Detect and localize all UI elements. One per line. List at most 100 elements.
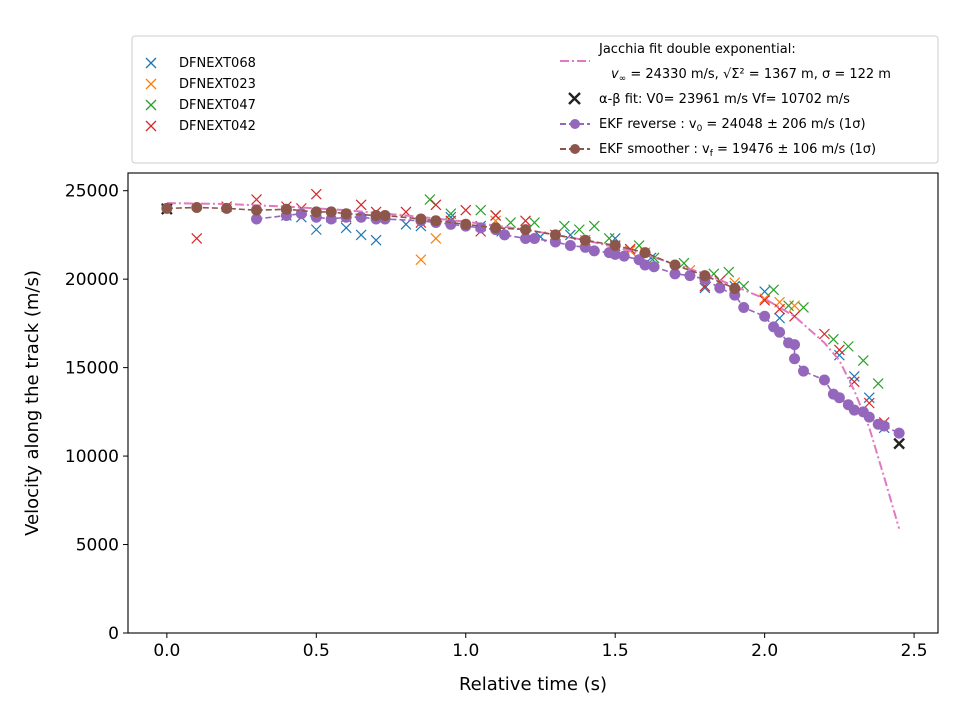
data-point-7-5: [310, 206, 322, 218]
series-ekf-smoother-vf-19476-10: [161, 202, 741, 294]
x-tick-label-5: 2.5: [901, 641, 928, 661]
data-point-6-13: [475, 222, 487, 234]
legend-marker-dfnext068: [145, 57, 157, 69]
data-point-2-19: [827, 333, 839, 345]
data-point-7-16: [579, 234, 591, 246]
data-point-6-23: [609, 248, 621, 260]
legend-box: [131, 35, 939, 164]
series-dfnext047: [424, 194, 884, 389]
data-point-3-29: [818, 328, 830, 340]
data-point-2-5: [529, 217, 540, 228]
data-point-7-19: [669, 259, 681, 271]
data-point-3-26: [759, 294, 771, 306]
data-point-6-15: [499, 229, 511, 241]
legend-ekf-reverse-a: EKF reverse : v: [599, 117, 697, 132]
data-point-0-4: [340, 222, 352, 234]
data-point-2-8: [588, 220, 600, 232]
data-point-7-17: [609, 240, 621, 252]
data-point-7-3: [251, 204, 263, 216]
y-tick-label-3: 15000: [65, 359, 119, 379]
legend-marker-dfnext047: [145, 99, 157, 111]
x-tick-label-3: 1.5: [602, 641, 629, 661]
data-point-6-19: [564, 240, 576, 252]
plot-background: [128, 173, 938, 633]
data-point-0-22: [863, 392, 875, 404]
data-point-3-6: [310, 188, 322, 200]
data-point-6-41: [818, 374, 830, 386]
data-point-6-38: [789, 339, 801, 351]
data-point-0-19: [774, 312, 786, 324]
legend-ekf-smoother-sub: f: [710, 149, 714, 159]
data-point-2-6: [558, 220, 570, 232]
data-point-7-1: [191, 202, 203, 213]
data-point-3-27: [774, 303, 786, 315]
x-tick-label-4: 2.0: [751, 641, 778, 661]
legend-label-ekf-reverse: EKF reverse : v0 = 24048 ± 206 m/s (1σ): [599, 117, 866, 134]
data-point-6-36: [774, 326, 786, 338]
data-point-2-2: [475, 204, 487, 216]
data-point-2-14: [723, 266, 735, 278]
legend-entry-dfnext068: DFNEXT068: [145, 56, 256, 71]
legend: DFNEXT068 DFNEXT023 DFNEXT047 DFNEXT042 …: [131, 35, 939, 164]
data-point-7-13: [490, 222, 502, 234]
data-point-6-45: [848, 404, 860, 416]
data-point-2-20: [842, 340, 854, 352]
legend-entry-dfnext047: DFNEXT047: [145, 98, 256, 113]
legend-marker-ekf-smoother: [570, 144, 580, 154]
data-point-3-32: [863, 397, 875, 409]
data-point-7-8: [370, 209, 382, 221]
y-tick-label-1: 5000: [76, 536, 119, 556]
data-point-6-29: [684, 270, 696, 282]
data-point-3-30: [833, 344, 845, 356]
data-point-3-16: [490, 210, 502, 221]
legend-entry-dfnext023: DFNEXT023: [145, 77, 256, 92]
data-point-1-0: [415, 254, 427, 266]
legend-label-dfnext023: DFNEXT023: [179, 77, 256, 92]
data-point-0-6: [370, 234, 382, 246]
data-point-0-5: [355, 229, 367, 241]
data-point-6-40: [797, 365, 809, 377]
data-point-2-16: [768, 284, 780, 296]
legend-marker-dfnext042: [145, 120, 157, 132]
data-point-3-8: [355, 199, 367, 211]
legend-marker-dfnext023: [145, 78, 157, 90]
data-point-2-7: [573, 224, 585, 236]
legend-jacchia-part-c: = 1367 m, σ = 122 m: [745, 67, 891, 82]
data-point-7-15: [549, 229, 561, 241]
legend-entry-dfnext042: DFNEXT042: [145, 119, 256, 134]
data-point-7-4: [280, 203, 292, 215]
data-point-7-7: [340, 208, 352, 220]
data-point-6-21: [588, 245, 600, 257]
data-point-6-6: [355, 211, 367, 223]
data-point-6-34: [759, 310, 771, 322]
data-point-7-11: [430, 215, 442, 227]
legend-label-alpha-beta: α-β fit: V0= 23961 m/s Vf= 10702 m/s: [599, 92, 850, 107]
data-point-6-27: [648, 261, 660, 273]
data-point-2-12: [678, 257, 690, 269]
axes: 0.0 0.5 1.0 1.5 2.0 2.5 0 5000 10000 15000 20000 25…: [22, 172, 939, 695]
data-point-6-43: [833, 392, 845, 404]
data-point-7-9: [379, 209, 391, 221]
data-point-6-28: [669, 268, 681, 280]
data-point-2-18: [798, 302, 809, 313]
data-point-6-39: [789, 353, 801, 365]
data-point-3-3: [251, 194, 262, 205]
data-point-7-20: [699, 270, 711, 282]
data-point-7-18: [639, 247, 651, 259]
data-point-7-0: [161, 202, 173, 214]
data-point-6-0: [251, 213, 263, 225]
legend-ekf-reverse-sub: 0: [697, 124, 703, 134]
data-point-7-6: [325, 206, 337, 218]
data-point-2-22: [872, 378, 884, 389]
data-point-2-17: [783, 300, 794, 312]
data-point-0-16: [699, 282, 711, 294]
legend-jacchia-v: v: [611, 67, 619, 82]
legend-marker-ekf-reverse: [570, 119, 580, 129]
data-point-6-50: [893, 427, 905, 439]
y-tick-label-2: 10000: [65, 447, 119, 467]
legend-label-dfnext042: DFNEXT042: [179, 119, 256, 134]
data-point-6-11: [445, 218, 457, 230]
data-point-5-1: [893, 437, 905, 450]
legend-label-dfnext068: DFNEXT068: [179, 56, 256, 71]
